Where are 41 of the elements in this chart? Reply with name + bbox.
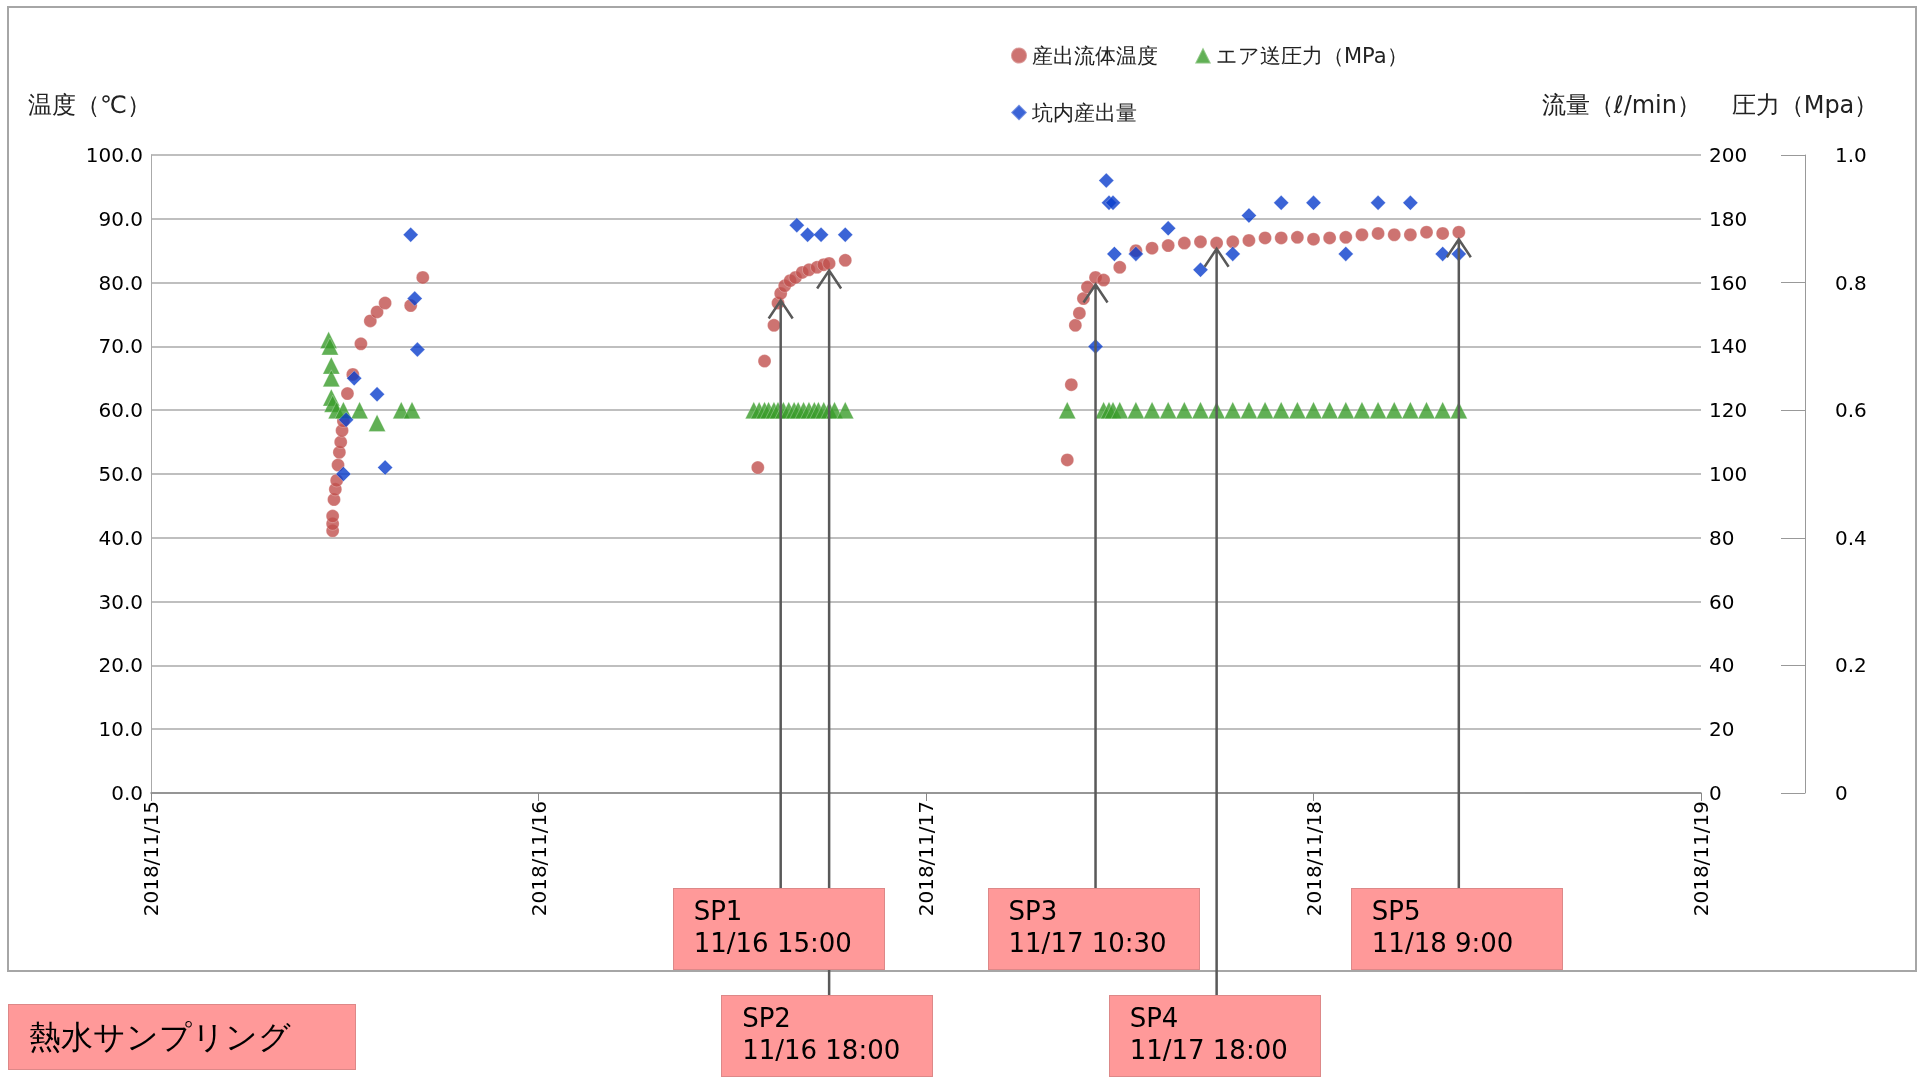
y-tick-label: 20.0 [98,653,143,678]
y-tick-label: 100.0 [85,143,143,167]
y2-tick-label: 100 [1709,462,1748,486]
legend-label: 産出流体温度 [1032,43,1158,68]
y-tick-label: 90.0 [98,206,143,231]
y2-tick-label: 60 [1709,589,1735,614]
y3-tick-label: 0.2 [1835,653,1867,678]
y2-tick-label: 200 [1709,143,1748,167]
y2-tick-label: 180 [1709,206,1748,231]
legend-label: エア送圧力（MPa） [1216,43,1408,68]
y-tick-label: 50.0 [98,462,143,486]
y3-axis-title: 圧力（Mpa） [1731,91,1879,119]
x-tick-label: 2018/11/18 [1301,801,1326,917]
y-tick-label: 60.0 [98,398,143,423]
x-tick-label: 2018/11/16 [526,801,551,917]
y2-tick-label: 160 [1709,270,1748,295]
y2-axis-title: 流量（ℓ/min） [1541,91,1701,119]
y3-tick-label: 1.0 [1835,143,1867,167]
y3-tick-label: 0.4 [1835,525,1867,550]
y2-tick-label: 120 [1709,398,1748,423]
annotation: SP4 11/17 18:00 [1108,995,1321,1077]
annotation: SP1 11/16 15:00 [672,888,885,970]
y-tick-label: 30.0 [98,589,143,614]
y2-tick-label: 20 [1709,717,1735,742]
y2-tick-label: 80 [1709,525,1735,550]
y-tick-label: 70.0 [98,334,143,359]
y-axis-title: 温度（℃） [28,91,151,119]
legend-label: 坑内産出量 [1031,100,1137,125]
y3-tick-label: 0 [1835,781,1848,805]
annotation: SP2 11/16 18:00 [721,995,934,1077]
annotation: SP3 11/17 10:30 [987,888,1200,970]
y2-tick-label: 40 [1709,653,1735,678]
y3-tick-label: 0.6 [1835,398,1867,423]
y-tick-label: 10.0 [98,717,143,742]
annotation: SP5 11/18 9:00 [1350,888,1563,970]
y3-tick-label: 0.8 [1835,270,1867,295]
y-tick-label: 80.0 [98,270,143,295]
y-tick-label: 40.0 [98,525,143,550]
x-tick-label: 2018/11/17 [914,801,938,917]
text: 熱水サンプリング [8,1004,356,1070]
y2-tick-label: 140 [1709,334,1748,359]
